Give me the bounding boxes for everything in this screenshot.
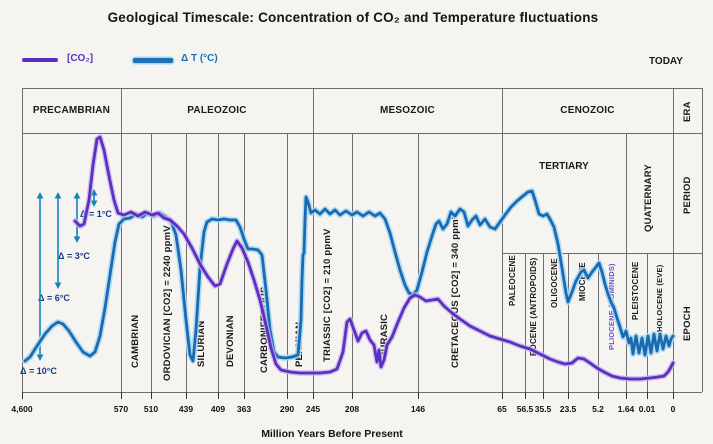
delta-annotation: Δ = 3°C bbox=[58, 251, 90, 261]
vlabel-triassic-co2-210-ppmv: TRIASSIC [CO2] = 210 ppmV bbox=[321, 228, 333, 362]
vlabel-jurasic: JURASIC bbox=[378, 313, 390, 357]
tertiary-label: TERTIARY bbox=[539, 160, 589, 172]
vlabel-silurian: SILURIAN bbox=[195, 320, 207, 367]
axis-tick-label: 146 bbox=[410, 404, 426, 414]
axis-tick-label: 570 bbox=[113, 404, 129, 414]
chart-title: Geological Timescale: Concentration of C… bbox=[107, 10, 599, 25]
grid-vline bbox=[151, 133, 152, 392]
grid-vline bbox=[352, 133, 353, 392]
grid-vline bbox=[568, 253, 569, 392]
axis-tick bbox=[186, 392, 187, 399]
axis-tick bbox=[568, 392, 569, 399]
axis-tick-label: 439 bbox=[178, 404, 194, 414]
axis-tick bbox=[598, 392, 599, 399]
grid-vline bbox=[598, 253, 599, 392]
co2-legend-label: [CO₂] bbox=[67, 53, 94, 64]
grid-vline bbox=[702, 88, 703, 392]
axis-tick bbox=[244, 392, 245, 399]
vlabel-quaternary: QUATERNARY bbox=[642, 164, 654, 232]
grid-vline bbox=[287, 133, 288, 392]
vlabel-eocene-antropoids: EOCENE (ANTROPOIDS) bbox=[529, 257, 539, 356]
grid-hline bbox=[22, 392, 702, 393]
temp-legend-label: Δ T (°C) bbox=[181, 53, 218, 64]
grid-hline bbox=[22, 88, 702, 89]
vlabel-era: ERA bbox=[681, 101, 693, 122]
axis-tick bbox=[543, 392, 544, 399]
vlabel-miocene: MIOCENE bbox=[578, 262, 588, 301]
vlabel-permian: PERMIAN bbox=[293, 321, 305, 367]
grid-vline bbox=[647, 253, 648, 392]
axis-tick bbox=[352, 392, 353, 399]
vlabel-cambrian: CAMBRIAN bbox=[129, 314, 141, 368]
vlabel-ordovician-co2-2240-ppmv: ORDOVICIAN [CO2] = 2240 ppmV bbox=[161, 225, 173, 381]
axis-tick bbox=[418, 392, 419, 399]
axis-tick bbox=[151, 392, 152, 399]
axis-tick bbox=[502, 392, 503, 399]
axis-tick bbox=[218, 392, 219, 399]
grid-vline bbox=[218, 133, 219, 392]
axis-tick-label: 0.01 bbox=[638, 404, 656, 414]
axis-tick-label: 56.5 bbox=[516, 404, 534, 414]
temp-line-swatch bbox=[133, 58, 173, 63]
axis-tick-label: 35.5 bbox=[534, 404, 552, 414]
vlabel-period: PERIOD bbox=[681, 176, 693, 214]
grid-hline bbox=[502, 253, 702, 254]
delta-annotation: Δ = 10°C bbox=[20, 366, 57, 376]
vlabel-cretaceous-co2-340-ppmv: CRETACEOUS [CO2] = 340 ppmV bbox=[449, 212, 461, 368]
vlabel-epoch: EPOCH bbox=[681, 306, 693, 341]
axis-tick-label: 290 bbox=[279, 404, 295, 414]
vlabel-pliocene-hominids: PLIOCENE (HOMINIDS) bbox=[606, 263, 616, 350]
axis-tick-label: 363 bbox=[236, 404, 252, 414]
grid-vline bbox=[418, 133, 419, 392]
axis-tick-label: 0 bbox=[670, 404, 676, 414]
axis-tick-label: 409 bbox=[210, 404, 226, 414]
axis-tick bbox=[313, 392, 314, 399]
axis-tick-label: 208 bbox=[344, 404, 360, 414]
era-cell-cenozoic: CENOZOIC bbox=[560, 105, 615, 116]
grid-vline bbox=[525, 253, 526, 392]
vlabel-pleistocene: PLEISTOCENE bbox=[631, 261, 641, 320]
era-cell-precambrian: PRECAMBRIAN bbox=[32, 105, 111, 116]
grid-vline bbox=[543, 253, 544, 392]
co2-line-swatch bbox=[22, 58, 58, 62]
grid-hline bbox=[22, 133, 702, 134]
axis-tick bbox=[626, 392, 627, 399]
era-cell-paleozoic: PALEOZOIC bbox=[187, 105, 247, 116]
axis-tick-label: 245 bbox=[305, 404, 321, 414]
axis-tick bbox=[22, 392, 23, 399]
vlabel-devonian: DEVONIAN bbox=[224, 315, 236, 367]
axis-tick-label: 4,600 bbox=[11, 404, 33, 414]
axis-tick bbox=[647, 392, 648, 399]
axis-tick-label: 1.64 bbox=[617, 404, 635, 414]
delta-annotation: Δ = 6°C bbox=[38, 293, 70, 303]
axis-tick-label: 65 bbox=[497, 404, 507, 414]
today-label: TODAY bbox=[649, 56, 683, 67]
axis-tick bbox=[525, 392, 526, 399]
delta-annotation: Δ = 1°C bbox=[80, 209, 112, 219]
era-cell-mesozoic: MESOZOIC bbox=[380, 105, 435, 116]
axis-tick-label: 23.5 bbox=[559, 404, 577, 414]
axis-tick bbox=[287, 392, 288, 399]
axis-tick-label: 5.2 bbox=[592, 404, 604, 414]
grid-vline bbox=[186, 133, 187, 392]
vlabel-paleocene: PALEOCENE bbox=[508, 255, 518, 306]
vlabel-holocene-eve: HOLOCENE (EVE) bbox=[654, 264, 664, 332]
grid-vline bbox=[244, 133, 245, 392]
axis-tick bbox=[673, 392, 674, 399]
axis-tick bbox=[121, 392, 122, 399]
axis-tick-label: 510 bbox=[143, 404, 159, 414]
grid-vline bbox=[626, 133, 627, 392]
vlabel-oligocene: OLIGOCENE bbox=[550, 258, 560, 308]
x-axis-title: Million Years Before Present bbox=[261, 428, 403, 440]
vlabel-carboniferous: CARBONIFEROUS bbox=[258, 286, 270, 373]
